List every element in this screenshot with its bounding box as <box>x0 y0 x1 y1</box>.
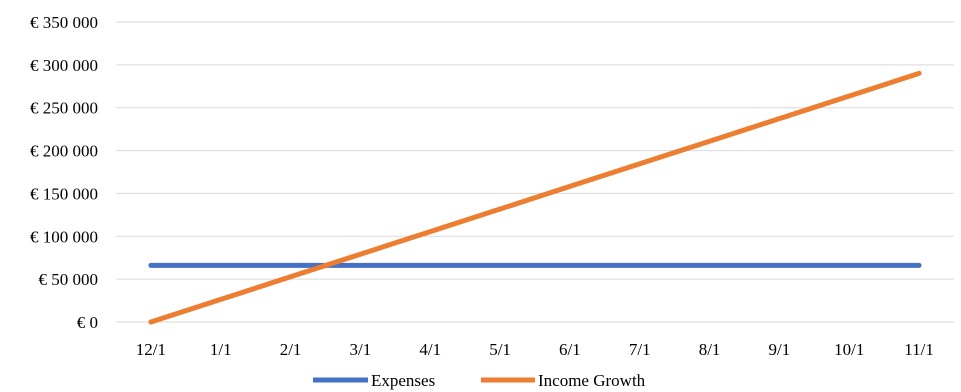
gridlines <box>116 21 954 323</box>
y-tick-label: € 150 000 <box>30 184 98 203</box>
x-tick-label: 8/1 <box>699 340 721 359</box>
x-tick-label: 2/1 <box>280 340 302 359</box>
x-tick-label: 10/1 <box>834 340 864 359</box>
y-tick-label: € 200 000 <box>30 142 98 161</box>
y-tick-label: € 0 <box>77 313 98 332</box>
y-tick-label: € 100 000 <box>30 227 98 246</box>
y-tick-label: € 50 000 <box>39 270 99 289</box>
x-tick-label: 11/1 <box>904 340 934 359</box>
x-tick-label: 7/1 <box>629 340 651 359</box>
legend: Expenses Income Growth <box>313 371 646 390</box>
x-tick-label: 9/1 <box>769 340 791 359</box>
x-tick-label: 3/1 <box>350 340 372 359</box>
series-lines <box>148 70 922 325</box>
y-tick-label: € 300 000 <box>30 56 98 75</box>
x-tick-label: 4/1 <box>419 340 441 359</box>
x-tick-label: 6/1 <box>559 340 581 359</box>
x-tick-label: 1/1 <box>210 340 232 359</box>
x-tick-label: 12/1 <box>136 340 166 359</box>
series-line-income-growth <box>148 70 922 325</box>
y-tick-label: € 250 000 <box>30 99 98 118</box>
legend-label: Income Growth <box>538 371 646 390</box>
x-tick-label: 5/1 <box>489 340 511 359</box>
x-axis-ticks: 12/1 1/1 2/1 3/1 4/1 5/1 6/1 7/1 8/1 9/1 10/1 11/1 <box>136 340 934 359</box>
legend-label: Expenses <box>371 371 435 390</box>
y-tick-label: € 350 000 <box>30 13 98 32</box>
y-axis-ticks: € 0 € 50 000 € 100 000 € 150 000 € 200 000 € … <box>30 13 98 332</box>
